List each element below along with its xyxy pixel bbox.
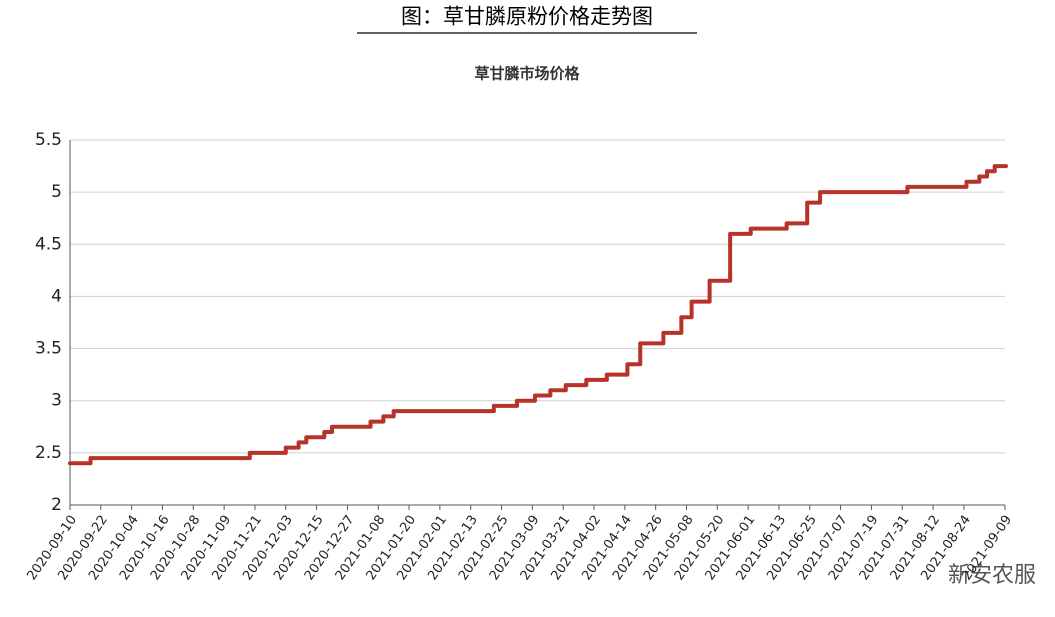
y-tick-label: 2	[51, 495, 62, 515]
y-tick-label: 3	[51, 391, 62, 411]
chart-title: 草甘膦市场价格	[474, 65, 580, 83]
y-tick-label: 3.5	[35, 339, 62, 359]
y-tick-label: 4	[51, 286, 62, 306]
page-title: 图：草甘膦原粉价格走势图	[401, 5, 653, 29]
watermark: 新安农服	[948, 563, 1036, 588]
y-tick-label: 5.5	[35, 130, 62, 150]
y-tick-label: 4.5	[35, 234, 62, 254]
y-tick-label: 2.5	[35, 443, 62, 463]
y-tick-label: 5	[51, 182, 62, 202]
